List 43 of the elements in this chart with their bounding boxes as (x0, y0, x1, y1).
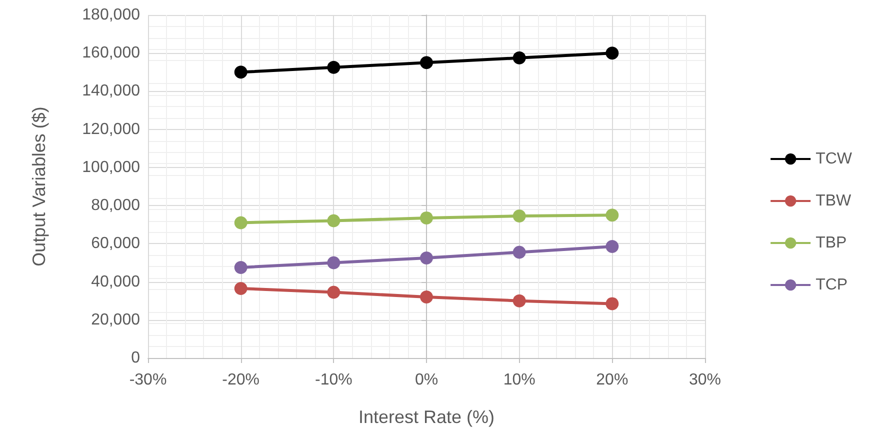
x-tick-label: -20% (222, 372, 260, 388)
point (327, 286, 340, 299)
point (234, 66, 248, 79)
legend-label: TBW (816, 192, 852, 210)
y-tick-label: 0 (131, 350, 140, 366)
point (420, 251, 433, 264)
y-tick-label: 20,000 (91, 311, 140, 328)
x-tick-label: -10% (314, 372, 352, 388)
x-tick-label: -30% (129, 372, 167, 388)
y-tick-label: 160,000 (82, 44, 140, 62)
point (327, 214, 340, 228)
x-tick-label: 20% (596, 372, 628, 388)
legend-label: TCP (816, 276, 848, 294)
point (606, 208, 619, 222)
point (512, 210, 526, 223)
y-tick-label: 180,000 (82, 6, 140, 24)
point (512, 294, 526, 308)
point (327, 60, 340, 74)
point (327, 256, 340, 270)
y-tick-label: 80,000 (91, 197, 140, 214)
legend-label: TCW (816, 150, 853, 168)
point (606, 240, 619, 254)
point (234, 216, 248, 230)
point (234, 260, 248, 274)
point (420, 56, 433, 70)
y-tick-label: 100,000 (82, 158, 140, 176)
point (420, 211, 433, 224)
point (420, 290, 433, 304)
legend-label: TBP (816, 234, 847, 252)
point (606, 297, 619, 310)
x-tick-label: 10% (503, 372, 536, 388)
point (512, 246, 526, 259)
point (606, 46, 619, 60)
y-axis-title: Output Variables ($) (29, 106, 49, 266)
point (234, 282, 248, 295)
x-tick-label: 0% (414, 372, 438, 388)
y-tick-label: 60,000 (91, 235, 140, 252)
point (512, 51, 526, 64)
y-tick-label: 120,000 (82, 120, 140, 138)
x-tick-label: 30% (688, 372, 722, 388)
y-tick-label: 40,000 (91, 273, 140, 290)
y-tick-label: 140,000 (82, 82, 140, 100)
x-axis-title: Interest Rate (%) (358, 407, 495, 427)
